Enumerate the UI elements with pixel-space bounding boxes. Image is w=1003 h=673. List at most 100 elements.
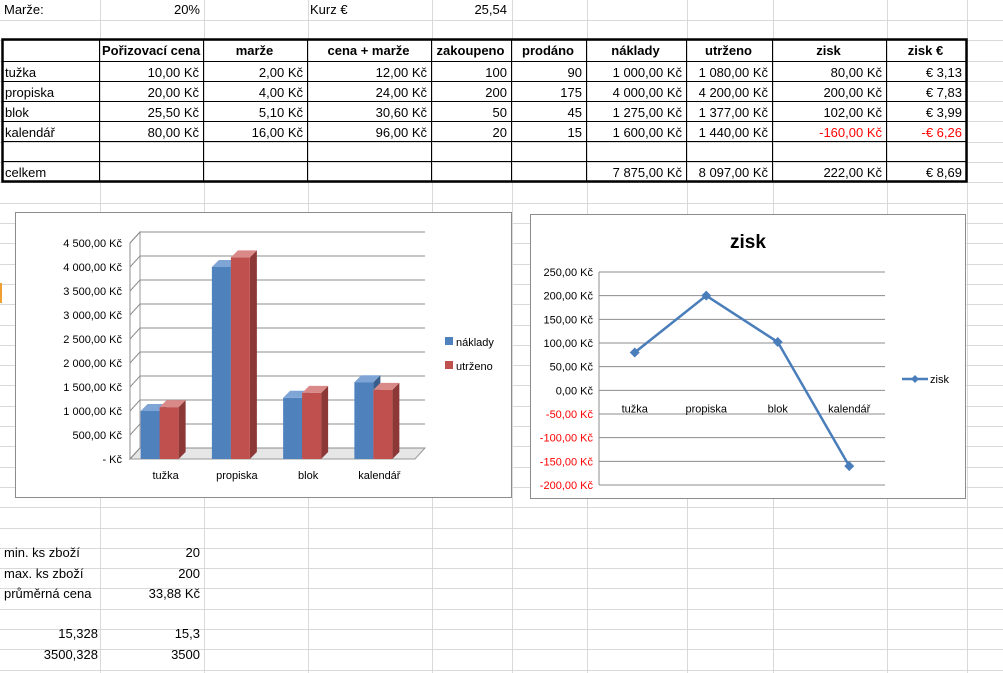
table-cell[interactable]: -€ 6,26	[921, 125, 962, 140]
total-cell[interactable]	[434, 163, 507, 183]
y-tick-label: 1 500,00 Kč	[63, 382, 122, 394]
table-cell[interactable]: 4 200,00 Kč	[698, 85, 768, 100]
header-costs-col[interactable]: náklady	[611, 43, 660, 58]
avg-price-label: průměrná cena	[4, 586, 92, 601]
table-cell[interactable]: 4,00 Kč	[258, 85, 303, 100]
header-profit-eur-col[interactable]: zisk €	[907, 43, 944, 58]
table-cell[interactable]: 80,00 Kč	[830, 65, 882, 80]
data-point-propiska[interactable]	[701, 290, 712, 301]
total-cell[interactable]	[206, 163, 303, 183]
y-tick-label: 500,00 Kč	[72, 430, 122, 442]
header-sold-col[interactable]: prodáno	[522, 43, 574, 58]
table-cell[interactable]: 30,60 Kč	[375, 105, 427, 120]
table-cell[interactable]: 15	[567, 125, 582, 140]
table-cell[interactable]: 175	[560, 85, 582, 100]
header-margin-col[interactable]: marže	[235, 43, 274, 58]
total-cell[interactable]	[310, 163, 427, 183]
table-cell[interactable]: 16,00 Kč	[251, 125, 303, 140]
table-cell[interactable]: -160,00 Kč	[819, 125, 882, 140]
header-revenue-col[interactable]: utrženo	[705, 43, 752, 58]
table-cell[interactable]: 20	[492, 125, 507, 140]
table-cell[interactable]: 200	[485, 85, 507, 100]
table-cell[interactable]: € 3,99	[925, 105, 962, 120]
table-cell[interactable]: 200,00 Kč	[823, 85, 882, 100]
table-cell[interactable]: 10,00 Kč	[147, 65, 199, 80]
gridline	[129, 351, 425, 364]
total-cell[interactable]	[514, 163, 582, 183]
kurz-value[interactable]: 25,54	[474, 2, 507, 17]
gridline	[129, 279, 425, 292]
min-qty-value[interactable]: 20	[185, 545, 200, 560]
marze-value[interactable]: 20%	[173, 2, 200, 17]
total-cell[interactable]: € 8,69	[925, 165, 962, 180]
row-label[interactable]: tužka	[5, 65, 37, 80]
total-cell[interactable]	[102, 163, 199, 183]
bar-utrženo-kalendář[interactable]	[373, 382, 400, 459]
gridline	[129, 423, 425, 436]
total-cell[interactable]: 7 875,00 Kč	[612, 165, 682, 180]
total-label[interactable]: celkem	[5, 165, 47, 180]
table-cell[interactable]: 80,00 Kč	[147, 125, 199, 140]
x-tick-label: propiska	[685, 403, 727, 415]
round-result-2[interactable]: 3500	[171, 647, 200, 662]
y-tick-label: 250,00 Kč	[543, 267, 593, 279]
table-cell[interactable]: 1 000,00 Kč	[612, 65, 682, 80]
y-tick-label: - Kč	[102, 454, 122, 466]
table-cell[interactable]: 102,00 Kč	[823, 105, 882, 120]
table-cell[interactable]: 1 080,00 Kč	[698, 65, 768, 80]
gridline	[129, 231, 425, 244]
table-cell[interactable]: 100	[485, 65, 507, 80]
table-cell[interactable]: 4 000,00 Kč	[612, 85, 682, 100]
table-cell[interactable]: 25,50 Kč	[147, 105, 199, 120]
table-cell[interactable]: 90	[567, 65, 582, 80]
header-row-label-col[interactable]	[5, 41, 95, 61]
total-cell[interactable]: 222,00 Kč	[823, 165, 882, 180]
gridline	[129, 303, 425, 316]
row-label[interactable]: propiska	[5, 85, 55, 100]
table-cell[interactable]: € 7,83	[925, 85, 962, 100]
max-qty-label: max. ks zboží	[4, 566, 84, 581]
header-purchase-price-col[interactable]: Pořizovací cena	[102, 43, 201, 58]
header-bought-col[interactable]: zakoupeno	[436, 43, 505, 58]
data-point-tužka[interactable]	[629, 347, 640, 358]
header-profit-col[interactable]: zisk	[816, 43, 841, 58]
table-cell[interactable]: 50	[492, 105, 507, 120]
y-tick-label: 1 000,00 Kč	[63, 406, 122, 418]
data-point-blok[interactable]	[772, 337, 783, 348]
y-tick-label: 150,00 Kč	[543, 314, 593, 326]
legend-marker	[911, 375, 919, 383]
bar-utrženo-tužka[interactable]	[159, 400, 186, 459]
y-tick-label: 50,00 Kč	[550, 362, 594, 374]
table-cell[interactable]: 1 440,00 Kč	[698, 125, 768, 140]
table-cell[interactable]: 1 377,00 Kč	[698, 105, 768, 120]
table-cell[interactable]: 45	[567, 105, 582, 120]
table-cell[interactable]: 5,10 Kč	[258, 105, 303, 120]
table-cell[interactable]: € 3,13	[925, 65, 962, 80]
avg-price-value[interactable]: 33,88 Kč	[148, 586, 200, 601]
max-qty-value[interactable]: 200	[178, 566, 200, 581]
table-cell[interactable]: 1 600,00 Kč	[612, 125, 682, 140]
table-cell[interactable]: 20,00 Kč	[147, 85, 199, 100]
total-cell[interactable]: 8 097,00 Kč	[698, 165, 768, 180]
legend-swatch	[445, 337, 453, 345]
round-input-1[interactable]: 15,328	[58, 626, 98, 641]
x-tick-label: blok	[298, 470, 319, 482]
table-cell[interactable]: 96,00 Kč	[375, 125, 427, 140]
table-cell[interactable]: 12,00 Kč	[375, 65, 427, 80]
table-cell[interactable]: 1 275,00 Kč	[612, 105, 682, 120]
header-price-plus-margin-col[interactable]: cena + marže	[327, 43, 410, 58]
bar-utrženo-blok[interactable]	[302, 385, 329, 459]
round-result-1[interactable]: 15,3	[174, 626, 200, 641]
costs-revenue-bar-chart[interactable]: - Kč 500,00 Kč 1 000,00 Kč 1 500,00 Kč 2 000…	[15, 212, 512, 498]
x-tick-label: tužka	[152, 470, 179, 482]
profit-line-chart[interactable]: zisk -200,00 Kč -150,00 Kč -100,00 Kč -50,00…	[530, 214, 966, 499]
data-point-kalendář[interactable]	[844, 461, 855, 472]
bar-utrženo-propiska[interactable]	[230, 250, 257, 459]
table-cell[interactable]: 2,00 Kč	[258, 65, 303, 80]
row-label[interactable]: kalendář	[5, 125, 55, 140]
gridline	[129, 375, 425, 388]
row-label[interactable]: blok	[5, 105, 29, 120]
table-cell[interactable]: 24,00 Kč	[375, 85, 427, 100]
x-tick-label: kalendář	[358, 470, 401, 482]
round-input-2[interactable]: 3500,328	[43, 647, 98, 662]
